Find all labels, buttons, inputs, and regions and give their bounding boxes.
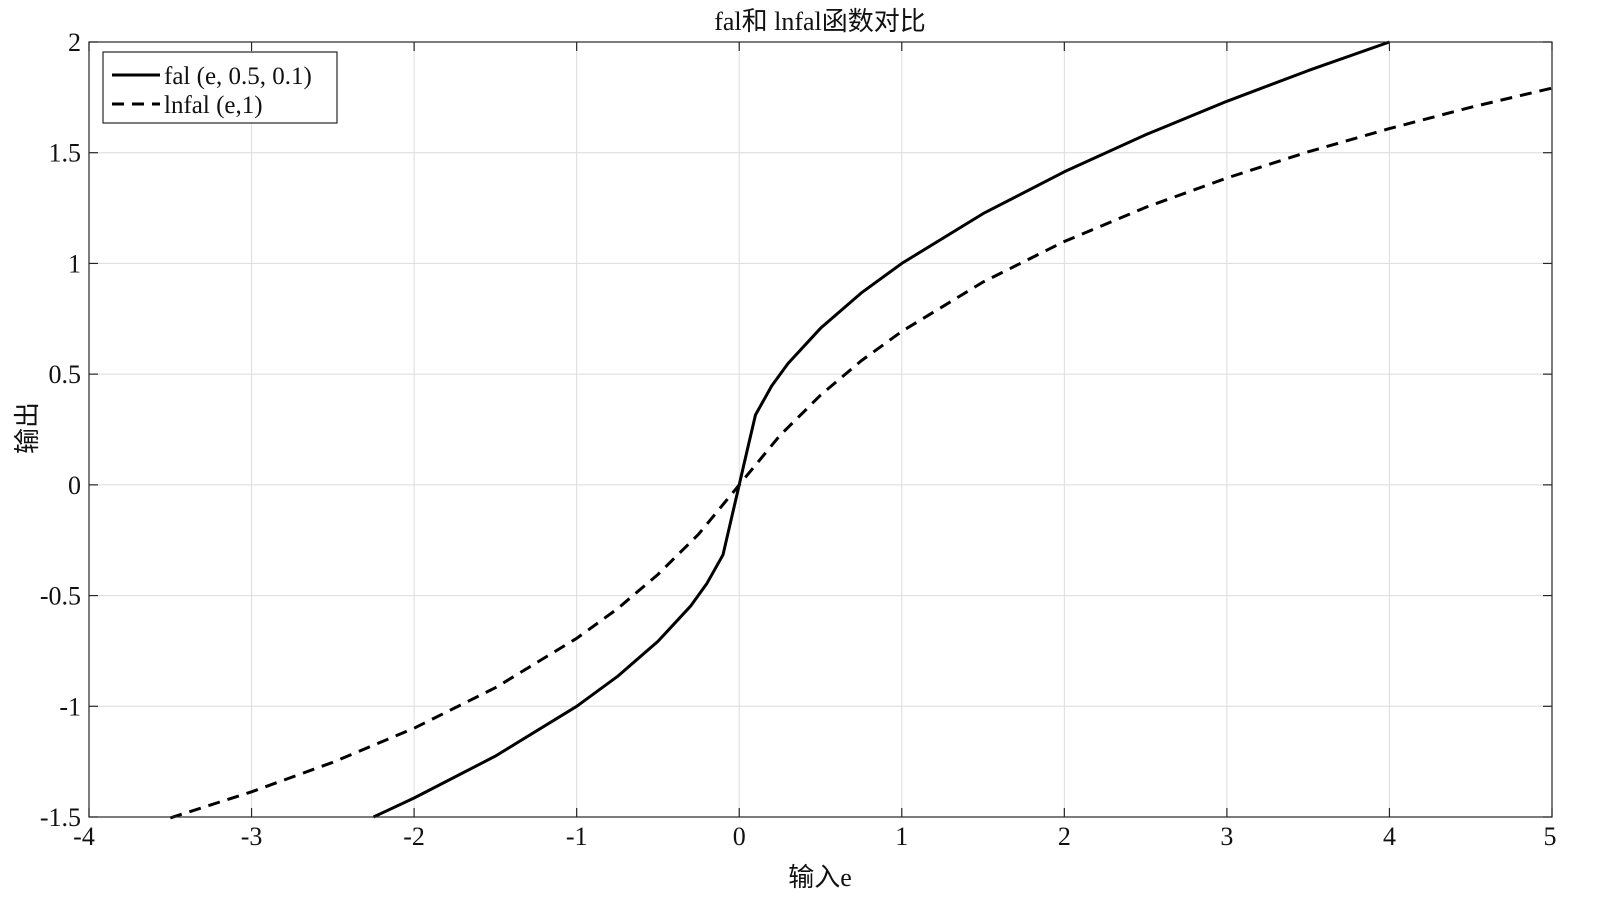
legend-label-fal: fal (e, 0.5, 0.1) [164,63,312,90]
x-tick-label: -4 [73,822,95,851]
series-layer [169,40,1553,820]
legend-box [102,51,338,124]
y-tick-label: 0.5 [49,360,82,389]
x-axis-label: 输入e [788,863,852,892]
tick-labels: -4 -3 -2 -1 0 1 2 3 4 5 -1.5 -1 -0.5 0 0.5 1 1.5 2 [40,28,1557,851]
x-tick-label: -3 [241,822,263,851]
y-tick-label: 2 [68,28,81,57]
x-tick-label: 5 [1544,822,1557,851]
plot-frame [88,41,1553,818]
legend: fal (e, 0.5, 0.1) lnfal (e,1) [102,51,338,124]
x-tick-label: 4 [1383,822,1396,851]
series-line-fal [372,40,1390,819]
ticks [88,41,1553,818]
chart-title: fal和 lnfal函数对比 [714,7,926,36]
y-axis-label: 输出 [13,402,42,454]
x-tick-label: 3 [1220,822,1233,851]
x-tick-label: 0 [733,822,746,851]
y-tick-label: 1 [68,249,81,278]
x-tick-label: 2 [1058,822,1071,851]
x-tick-label: -1 [566,822,588,851]
y-tick-label: 0 [68,471,81,500]
y-tick-label: -0.5 [40,582,81,611]
y-tick-label: -1 [59,692,81,721]
y-tick-label: 1.5 [49,139,82,168]
y-tick-label: -1.5 [40,803,81,832]
series-line-lnfal [169,86,1553,820]
x-tick-label: 1 [895,822,908,851]
legend-label-lnfal: lnfal (e,1) [164,92,263,119]
x-tick-label: -2 [403,822,425,851]
